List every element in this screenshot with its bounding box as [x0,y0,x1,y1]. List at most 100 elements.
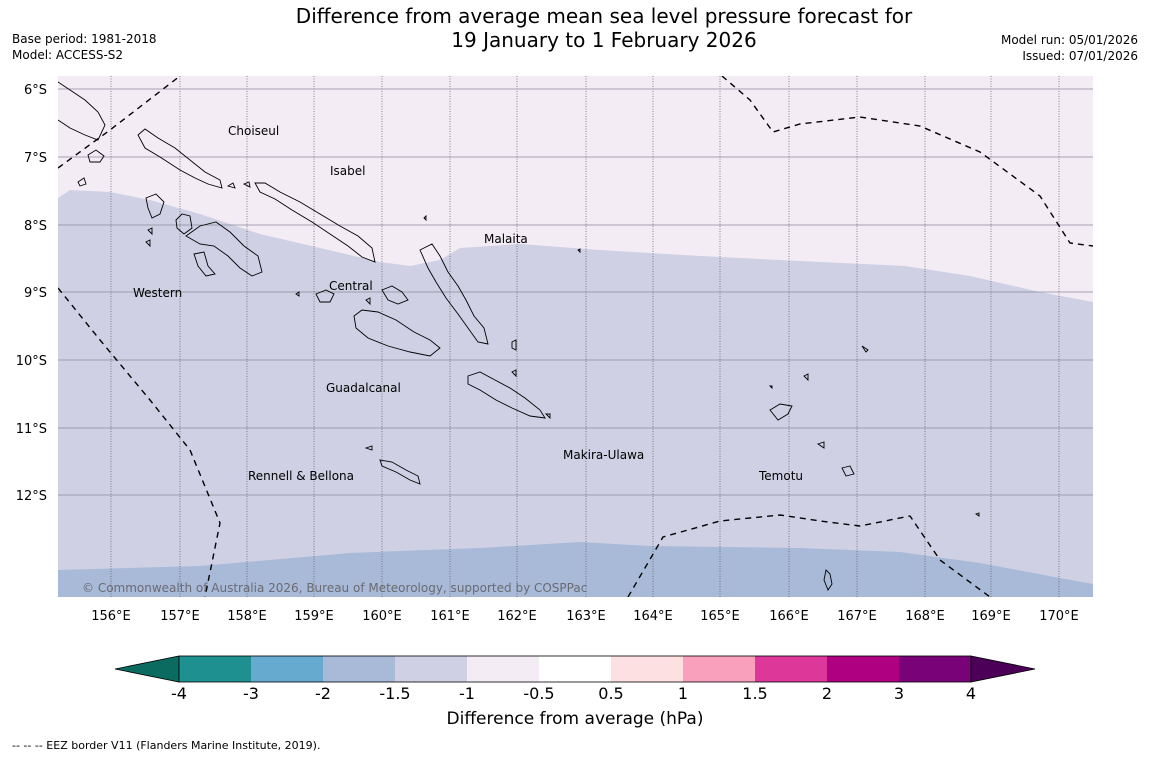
colorbar-segment [467,656,539,682]
colorbar-tick-label: 2 [822,684,832,703]
lon-label: 156°E [91,609,131,624]
lat-label: 10°S [16,354,47,369]
label-rennell-bellona: Rennell & Bellona [248,469,354,483]
colorbar-over-arrow [970,655,1036,683]
colorbar-tick-label: 4 [966,684,976,703]
colorbar-segment [899,656,971,682]
graticule-meridians [110,76,1060,597]
colorbar-segment [611,656,683,682]
island-anuta [823,569,833,591]
lon-label: 158°E [227,609,267,624]
colorbar-segment [251,656,323,682]
island-new-georgia [185,221,263,277]
island-isabel [254,182,376,263]
island-choiseul [137,128,223,189]
island-bellona [364,445,373,451]
colorbar-tick-label: 1 [678,684,688,703]
lat-label: 11°S [16,422,47,437]
colorbar-segment [539,656,611,682]
island-rennell [379,459,421,485]
label-malaita: Malaita [484,232,528,246]
colorbar-under-arrow [114,655,180,683]
colorbar-tick-label: -3 [243,684,259,703]
colorbar-tick-label: 3 [894,684,904,703]
band-minus-2 [58,542,1093,597]
label-central: Central [329,279,373,293]
colorbar-segment [179,656,251,682]
lon-label: 166°E [769,609,809,624]
island-bougainville [58,81,106,141]
colorbar-segment [683,656,755,682]
lon-label: 167°E [837,609,877,624]
lat-label: 8°S [24,219,47,234]
lon-label: 165°E [700,609,740,624]
eez-border [58,76,1093,597]
colorbar-segment [755,656,827,682]
title-line-2: 19 January to 1 February 2026 [451,28,757,52]
lon-label: 170°E [1039,609,1079,624]
island-kolombangara [175,213,193,235]
lon-label: 157°E [160,609,200,624]
island-guadalcanal [353,309,441,357]
lon-label: 163°E [566,609,606,624]
lon-label: 162°E [497,609,537,624]
run-info: Model run: 05/01/2026 Issued: 07/01/2026 [1001,32,1138,64]
label-makira-ulawa: Makira-Ulawa [563,448,644,462]
colorbar-tick-label: -1 [459,684,475,703]
label-choiseul: Choiseul [228,124,279,138]
island-vella-lavella [145,193,165,219]
colorbar-title: Difference from average (hPa) [446,709,704,729]
region-labels: Choiseul Isabel Malaita Western Central … [133,124,803,483]
label-temotu: Temotu [758,469,803,483]
model-run: Model run: 05/01/2026 [1000,33,1138,47]
lat-label: 7°S [24,151,47,166]
lon-label: 164°E [633,609,673,624]
colorbar-tick-label: -0.5 [523,684,554,703]
colorbar: -4 -3 -2 -1.5 -1 -0.5 0.5 1 1.5 2 3 4 [114,655,1036,703]
label-guadalcanal: Guadalcanal [326,381,401,395]
model-name: Model: ACCESS-S2 [12,48,124,62]
island-makira [467,371,546,419]
longitude-labels: 156°E 157°E 158°E 159°E 160°E 161°E 162°… [91,609,1079,624]
colorbar-tick-label: -4 [171,684,187,703]
latitude-labels: 6°S 7°S 8°S 9°S 10°S 11°S 12°S [16,83,47,504]
graticule-parallels [58,88,1093,496]
island-russell [315,289,335,303]
colorbar-segment [827,656,899,682]
island-utupua [841,465,855,477]
map-title: Difference from average mean sea level p… [0,4,1150,52]
colorbar-outline [178,655,972,683]
colorbar-tick-label: 0.5 [598,684,623,703]
title-line-1: Difference from average mean sea level p… [295,4,913,28]
lat-label: 12°S [16,489,47,504]
model-info: Base period: 1981-2018 Model: ACCESS-S2 [12,31,157,63]
island-florida [381,285,409,305]
island-nendo [769,403,793,421]
lat-label: 6°S [24,83,47,98]
lon-label: 168°E [905,609,945,624]
lon-label: 169°E [971,609,1011,624]
colorbar-segment [323,656,395,682]
colorbar-ticks: -4 -3 -2 -1.5 -1 -0.5 0.5 1 1.5 2 3 4 [171,684,976,703]
eez-footnote: -- -- -- EEZ border V11 (Flanders Marine… [12,739,321,752]
colorbar-tick-label: 1.5 [742,684,767,703]
copyright-notice: © Commonwealth of Australia 2026, Bureau… [82,581,587,595]
lat-label: 9°S [24,286,47,301]
island-shortland [87,149,105,163]
coastlines [58,81,980,591]
lon-label: 160°E [362,609,402,624]
colorbar-segment [395,656,467,682]
lon-label: 161°E [430,609,470,624]
label-western: Western [133,286,182,300]
base-period: Base period: 1981-2018 [12,32,157,46]
island-rendova [193,251,216,277]
colorbar-tick-label: -2 [315,684,331,703]
lon-label: 159°E [294,609,334,624]
band-minus-1 [58,76,1093,302]
issued-date: Issued: 07/01/2026 [1022,49,1138,63]
island-vanikoro [816,441,825,449]
island-malaita [419,243,489,345]
label-isabel: Isabel [330,164,365,178]
colorbar-tick-label: -1.5 [379,684,410,703]
